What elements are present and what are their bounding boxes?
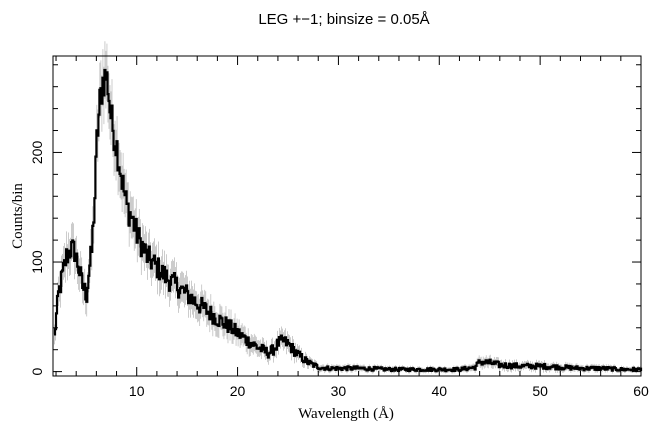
chart-title: LEG +−1; binsize = 0.05Å bbox=[258, 11, 429, 28]
x-tick-label: 20 bbox=[230, 383, 246, 399]
x-tick-label: 10 bbox=[129, 383, 145, 399]
x-axis-label: Wavelength (Å) bbox=[298, 406, 394, 422]
x-tick-label: 50 bbox=[532, 383, 548, 399]
axis-ticks bbox=[53, 56, 642, 376]
y-tick-label: 100 bbox=[29, 250, 45, 274]
x-tick-labels: 10 20 30 40 50 60 bbox=[129, 383, 649, 399]
data-series bbox=[53, 68, 643, 373]
x-tick-label: 40 bbox=[431, 383, 447, 399]
series-line-0 bbox=[53, 68, 643, 373]
y-axis-label: Counts/bin bbox=[10, 183, 26, 249]
y-tick-labels: 0 100 200 bbox=[29, 141, 45, 376]
error-bars bbox=[54, 41, 642, 374]
y-tick-label: 200 bbox=[29, 141, 45, 165]
y-tick-label: 0 bbox=[29, 368, 45, 376]
x-tick-label: 60 bbox=[633, 383, 649, 399]
x-tick-label: 30 bbox=[331, 383, 347, 399]
plot-frame bbox=[52, 55, 642, 377]
